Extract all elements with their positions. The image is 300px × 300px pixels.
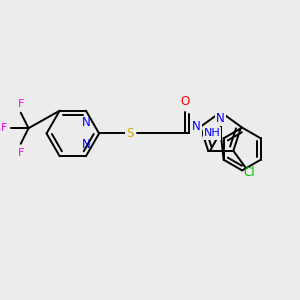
Text: N: N — [82, 116, 90, 129]
Text: S: S — [127, 127, 134, 140]
Text: Cl: Cl — [244, 166, 255, 179]
Text: N: N — [82, 138, 90, 151]
Text: F: F — [1, 123, 7, 133]
Text: F: F — [18, 148, 24, 158]
Text: NH: NH — [204, 128, 220, 139]
Text: F: F — [18, 99, 24, 109]
Text: O: O — [180, 95, 189, 108]
Text: N: N — [192, 120, 200, 133]
Text: N: N — [216, 112, 225, 125]
